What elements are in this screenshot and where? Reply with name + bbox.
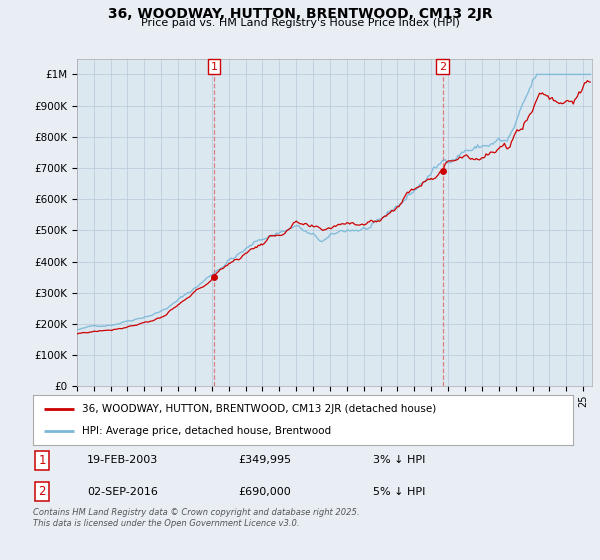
Text: 36, WOODWAY, HUTTON, BRENTWOOD, CM13 2JR (detached house): 36, WOODWAY, HUTTON, BRENTWOOD, CM13 2JR… [82,404,436,414]
Text: £349,995: £349,995 [238,455,292,465]
Text: HPI: Average price, detached house, Brentwood: HPI: Average price, detached house, Bren… [82,426,331,436]
Text: 36, WOODWAY, HUTTON, BRENTWOOD, CM13 2JR: 36, WOODWAY, HUTTON, BRENTWOOD, CM13 2JR [107,7,493,21]
Text: 3% ↓ HPI: 3% ↓ HPI [373,455,425,465]
Text: 1: 1 [38,454,46,467]
Text: 19-FEB-2003: 19-FEB-2003 [87,455,158,465]
Text: 5% ↓ HPI: 5% ↓ HPI [373,487,425,497]
Text: £690,000: £690,000 [238,487,291,497]
Text: Price paid vs. HM Land Registry's House Price Index (HPI): Price paid vs. HM Land Registry's House … [140,18,460,28]
Text: 02-SEP-2016: 02-SEP-2016 [87,487,158,497]
Text: 1: 1 [211,62,217,72]
Text: Contains HM Land Registry data © Crown copyright and database right 2025.
This d: Contains HM Land Registry data © Crown c… [33,508,359,528]
Text: 2: 2 [38,485,46,498]
Text: 2: 2 [439,62,446,72]
